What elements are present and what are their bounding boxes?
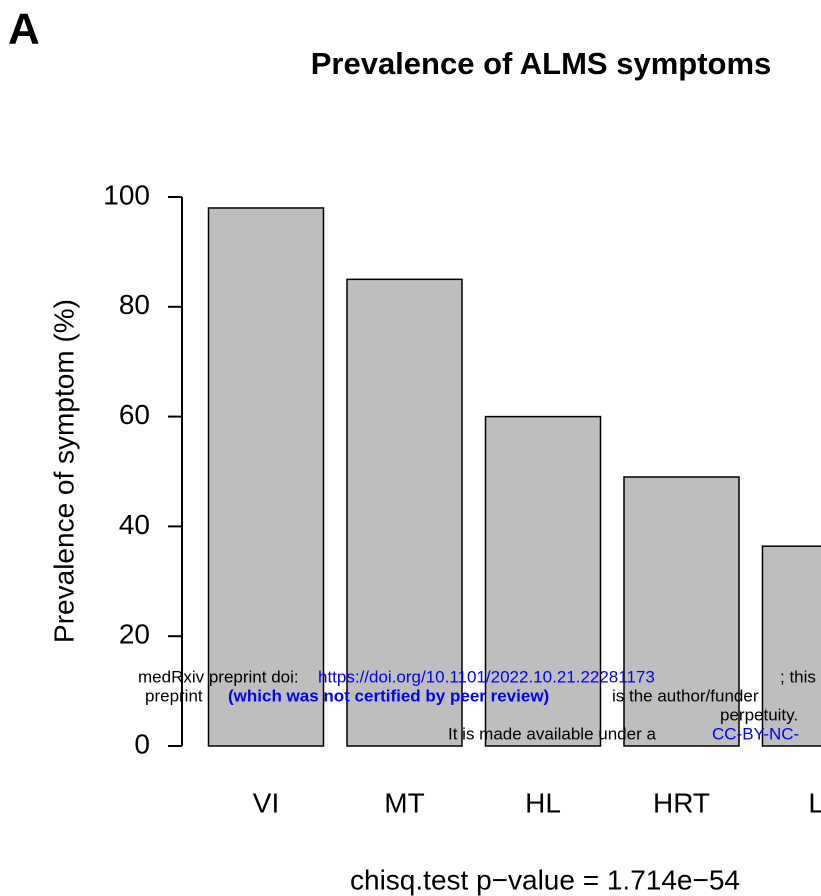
chart-title: Prevalence of ALMS symptoms [311, 46, 772, 81]
x-tick-label: LI [808, 787, 821, 818]
watermark-text: preprint [145, 686, 203, 705]
watermark-text: perpetuity. [720, 705, 798, 724]
x-tick-label: HL [525, 787, 561, 818]
watermark-link[interactable]: https://doi.org/10.1101/2022.10.21.22281… [318, 667, 655, 686]
bar [484, 415, 602, 747]
bar [761, 545, 821, 747]
watermark-text: ; this [780, 667, 816, 686]
y-tick-label: 60 [119, 399, 150, 430]
y-tick-label: 20 [119, 619, 150, 650]
y-tick-label: 80 [119, 289, 150, 320]
x-tick-label: MT [384, 787, 424, 818]
y-tick-label: 0 [134, 728, 150, 759]
y-tick-label: 40 [119, 509, 150, 540]
y-axis-label: Prevalence of symptom (%) [48, 299, 79, 643]
watermark-link[interactable]: CC-BY-NC- [712, 724, 799, 743]
bar [623, 476, 740, 747]
bar [207, 207, 325, 747]
watermark-text: medRxiv preprint doi: [138, 667, 299, 686]
annotation: chisq.test p−value = 1.714e−54 [350, 864, 740, 895]
x-tick-label: HRT [653, 787, 710, 818]
panel-label: A [8, 5, 40, 54]
watermark-text: is the author/funder [612, 686, 759, 705]
watermark-text: (which was not certified by peer review) [228, 686, 549, 705]
bar [346, 278, 463, 747]
x-tick-label: VI [253, 787, 279, 818]
y-tick-label: 100 [103, 179, 150, 210]
watermark: medRxiv preprint doi: https://doi.org/10… [138, 667, 816, 743]
watermark-text: It is made available under a [448, 724, 656, 743]
